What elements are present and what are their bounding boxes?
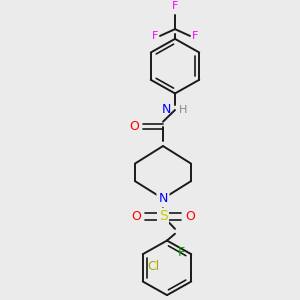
Text: F: F bbox=[152, 31, 158, 41]
Text: N: N bbox=[158, 192, 168, 205]
Text: O: O bbox=[131, 210, 141, 223]
Text: O: O bbox=[129, 120, 139, 133]
Text: S: S bbox=[159, 209, 167, 223]
Text: F: F bbox=[178, 246, 185, 259]
Text: O: O bbox=[185, 210, 195, 223]
Text: H: H bbox=[179, 105, 188, 115]
Text: N: N bbox=[162, 103, 171, 116]
Text: F: F bbox=[172, 1, 178, 10]
Text: F: F bbox=[192, 31, 198, 41]
Text: Cl: Cl bbox=[147, 260, 159, 273]
